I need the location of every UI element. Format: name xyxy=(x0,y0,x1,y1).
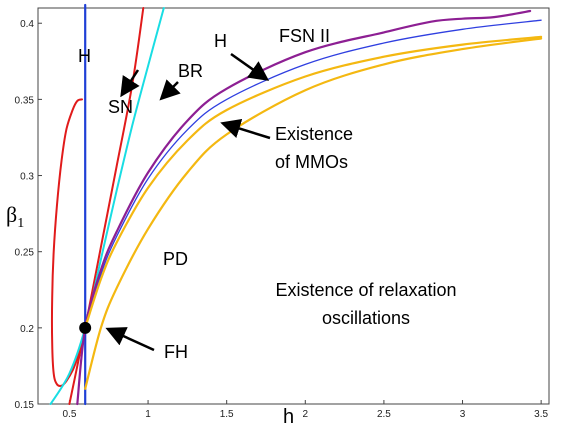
label-sn: SN xyxy=(108,97,133,117)
curve-mmo-lower xyxy=(84,37,543,390)
y-axis-label: β1 xyxy=(6,202,24,231)
label-pd: PD xyxy=(163,249,188,269)
y-tick-label: 0.3 xyxy=(20,172,34,183)
label-br: BR xyxy=(178,61,203,81)
x-tick-label: 2 xyxy=(303,409,309,420)
curve-sn-right xyxy=(84,7,145,329)
label-fsn: FSN II xyxy=(279,26,330,46)
y-tick-label: 0.15 xyxy=(15,400,35,411)
curve-mmo-upper xyxy=(84,35,543,329)
arrow-h-right xyxy=(230,52,270,81)
y-tick-label: 0.2 xyxy=(20,324,34,335)
label-relax-2: oscillations xyxy=(322,308,410,328)
label-fh: FH xyxy=(164,342,188,362)
arrow-fh xyxy=(105,327,155,352)
label-mmo-1: Existence xyxy=(275,124,353,144)
x-tick-label: 2.5 xyxy=(377,409,391,420)
curve-sn-left xyxy=(50,98,87,387)
plot-frame xyxy=(37,7,550,405)
x-tick-label: 1 xyxy=(145,409,151,420)
arrow-br xyxy=(159,79,181,101)
x-tick-label: 3 xyxy=(460,409,466,420)
curve-br xyxy=(49,7,165,405)
x-axis-ticks: 0.5 1 1.5 2 2.5 3 3.5 xyxy=(62,400,549,420)
label-h-left: H xyxy=(78,46,91,66)
label-h-right: H xyxy=(214,31,227,51)
curves xyxy=(49,3,543,406)
y-tick-label: 0.25 xyxy=(15,248,35,259)
x-tick-label: 1.5 xyxy=(220,409,234,420)
label-mmo-2: of MMOs xyxy=(275,152,348,172)
label-relax-1: Existence of relaxation xyxy=(275,280,456,300)
arrow-sn xyxy=(120,69,140,98)
x-tick-label: 0.5 xyxy=(62,409,76,420)
fh-point xyxy=(79,321,92,334)
y-axis-ticks: 0.15 0.2 0.25 0.3 0.35 0.4 xyxy=(15,19,42,411)
x-axis-label: h xyxy=(283,406,294,428)
curve-fsn2 xyxy=(76,9,532,406)
arrow-mmo xyxy=(220,118,271,140)
y-tick-label: 0.4 xyxy=(20,19,34,30)
x-tick-label: 3.5 xyxy=(534,409,548,420)
y-tick-label: 0.35 xyxy=(15,95,35,106)
